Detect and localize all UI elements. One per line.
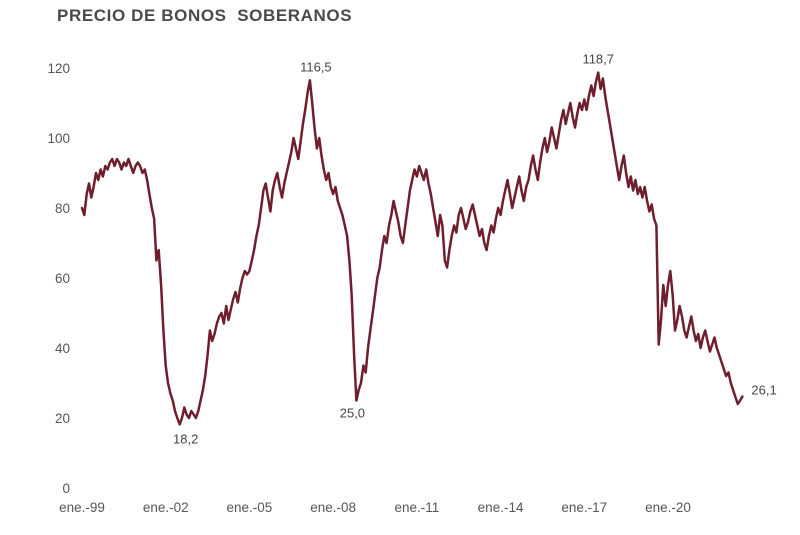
y-axis-tick-label: 20: [55, 411, 70, 426]
annotation-label: 26,1: [751, 383, 776, 398]
price-line: [80, 71, 744, 426]
annotation-label: 25,0: [340, 406, 365, 421]
annotation-label: 118,7: [582, 52, 614, 67]
annotation-label: 18,2: [173, 431, 198, 446]
x-axis-tick-label: ene.-99: [59, 500, 105, 515]
y-axis-tick-label: 0: [62, 481, 70, 496]
x-axis-tick-label: ene.-08: [310, 500, 356, 515]
y-axis-tick-label: 120: [47, 61, 70, 76]
y-axis-tick-label: 80: [55, 201, 70, 216]
chart-title: PRECIO DE BONOS SOBERANOS: [57, 6, 353, 25]
y-axis-tick-label: 40: [55, 341, 70, 356]
y-axis-tick-label: 60: [55, 271, 70, 286]
y-axis-tick-label: 100: [47, 131, 70, 146]
x-axis-tick-label: ene.-05: [227, 500, 273, 515]
x-axis-tick-label: ene.-17: [561, 500, 607, 515]
x-axis-tick-label: ene.-14: [478, 500, 524, 515]
annotation-label: 116,5: [300, 59, 332, 74]
x-axis-tick-label: ene.-02: [143, 500, 189, 515]
x-axis-tick-label: ene.-11: [394, 500, 439, 515]
x-axis-tick-label: ene.-20: [645, 500, 691, 515]
